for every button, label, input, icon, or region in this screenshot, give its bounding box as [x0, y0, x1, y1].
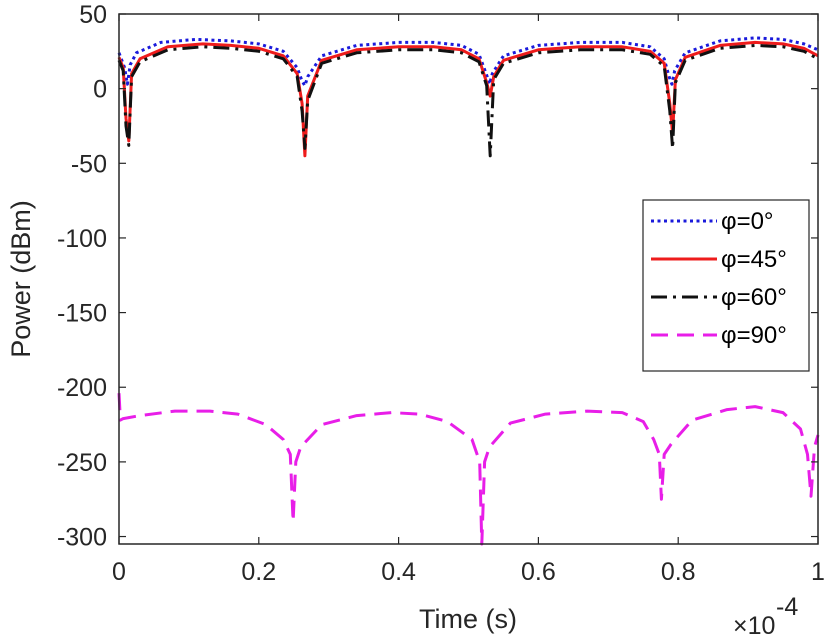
y-tick-label: -300 — [57, 524, 107, 552]
y-tick-label: 50 — [79, 1, 107, 29]
y-tick-label: -150 — [57, 300, 107, 328]
legend-entries: φ=0° φ=45° φ=60° φ=90° — [651, 208, 787, 349]
y-axis-label: Power (dBm) — [6, 200, 36, 358]
plot-frame — [118, 13, 819, 545]
x-axis-multiplier: ×10 — [733, 612, 775, 640]
x-axis-label: Time (s) — [419, 604, 517, 634]
x-tick-label: 1 — [811, 558, 824, 586]
y-tick-label: 0 — [93, 76, 107, 104]
y-tick-label: -50 — [71, 150, 107, 178]
y-tick-label: -100 — [57, 225, 107, 253]
legend-label-1: φ=0° — [721, 208, 774, 235]
y-tick-label: -250 — [57, 449, 107, 477]
y-tick-label: -200 — [57, 374, 107, 402]
legend-label-3: φ=60° — [721, 284, 787, 311]
series-line-1 — [117, 36, 819, 88]
x-axis-multiplier-exponent: -4 — [776, 593, 798, 621]
series-line-4 — [117, 393, 820, 546]
series-line-3 — [117, 43, 819, 158]
series-layer — [117, 36, 820, 546]
legend-label-4: φ=90° — [721, 322, 787, 349]
x-tick-label: 0 — [112, 558, 126, 586]
x-tick-label: 0.6 — [521, 558, 556, 586]
x-axis-ticks: 0 0.2 0.4 0.6 0.8 1 — [112, 14, 824, 586]
x-tick-label: 0.4 — [381, 558, 416, 586]
legend: φ=0° φ=45° φ=60° φ=90° — [642, 199, 810, 372]
x-tick-label: 0.2 — [241, 558, 276, 586]
legend-label-2: φ=45° — [721, 246, 787, 273]
legend-box — [642, 199, 810, 372]
x-tick-label: 0.8 — [661, 558, 696, 586]
y-axis-ticks: 50 0 -50 -100 -150 -200 -250 -300 — [57, 1, 818, 552]
